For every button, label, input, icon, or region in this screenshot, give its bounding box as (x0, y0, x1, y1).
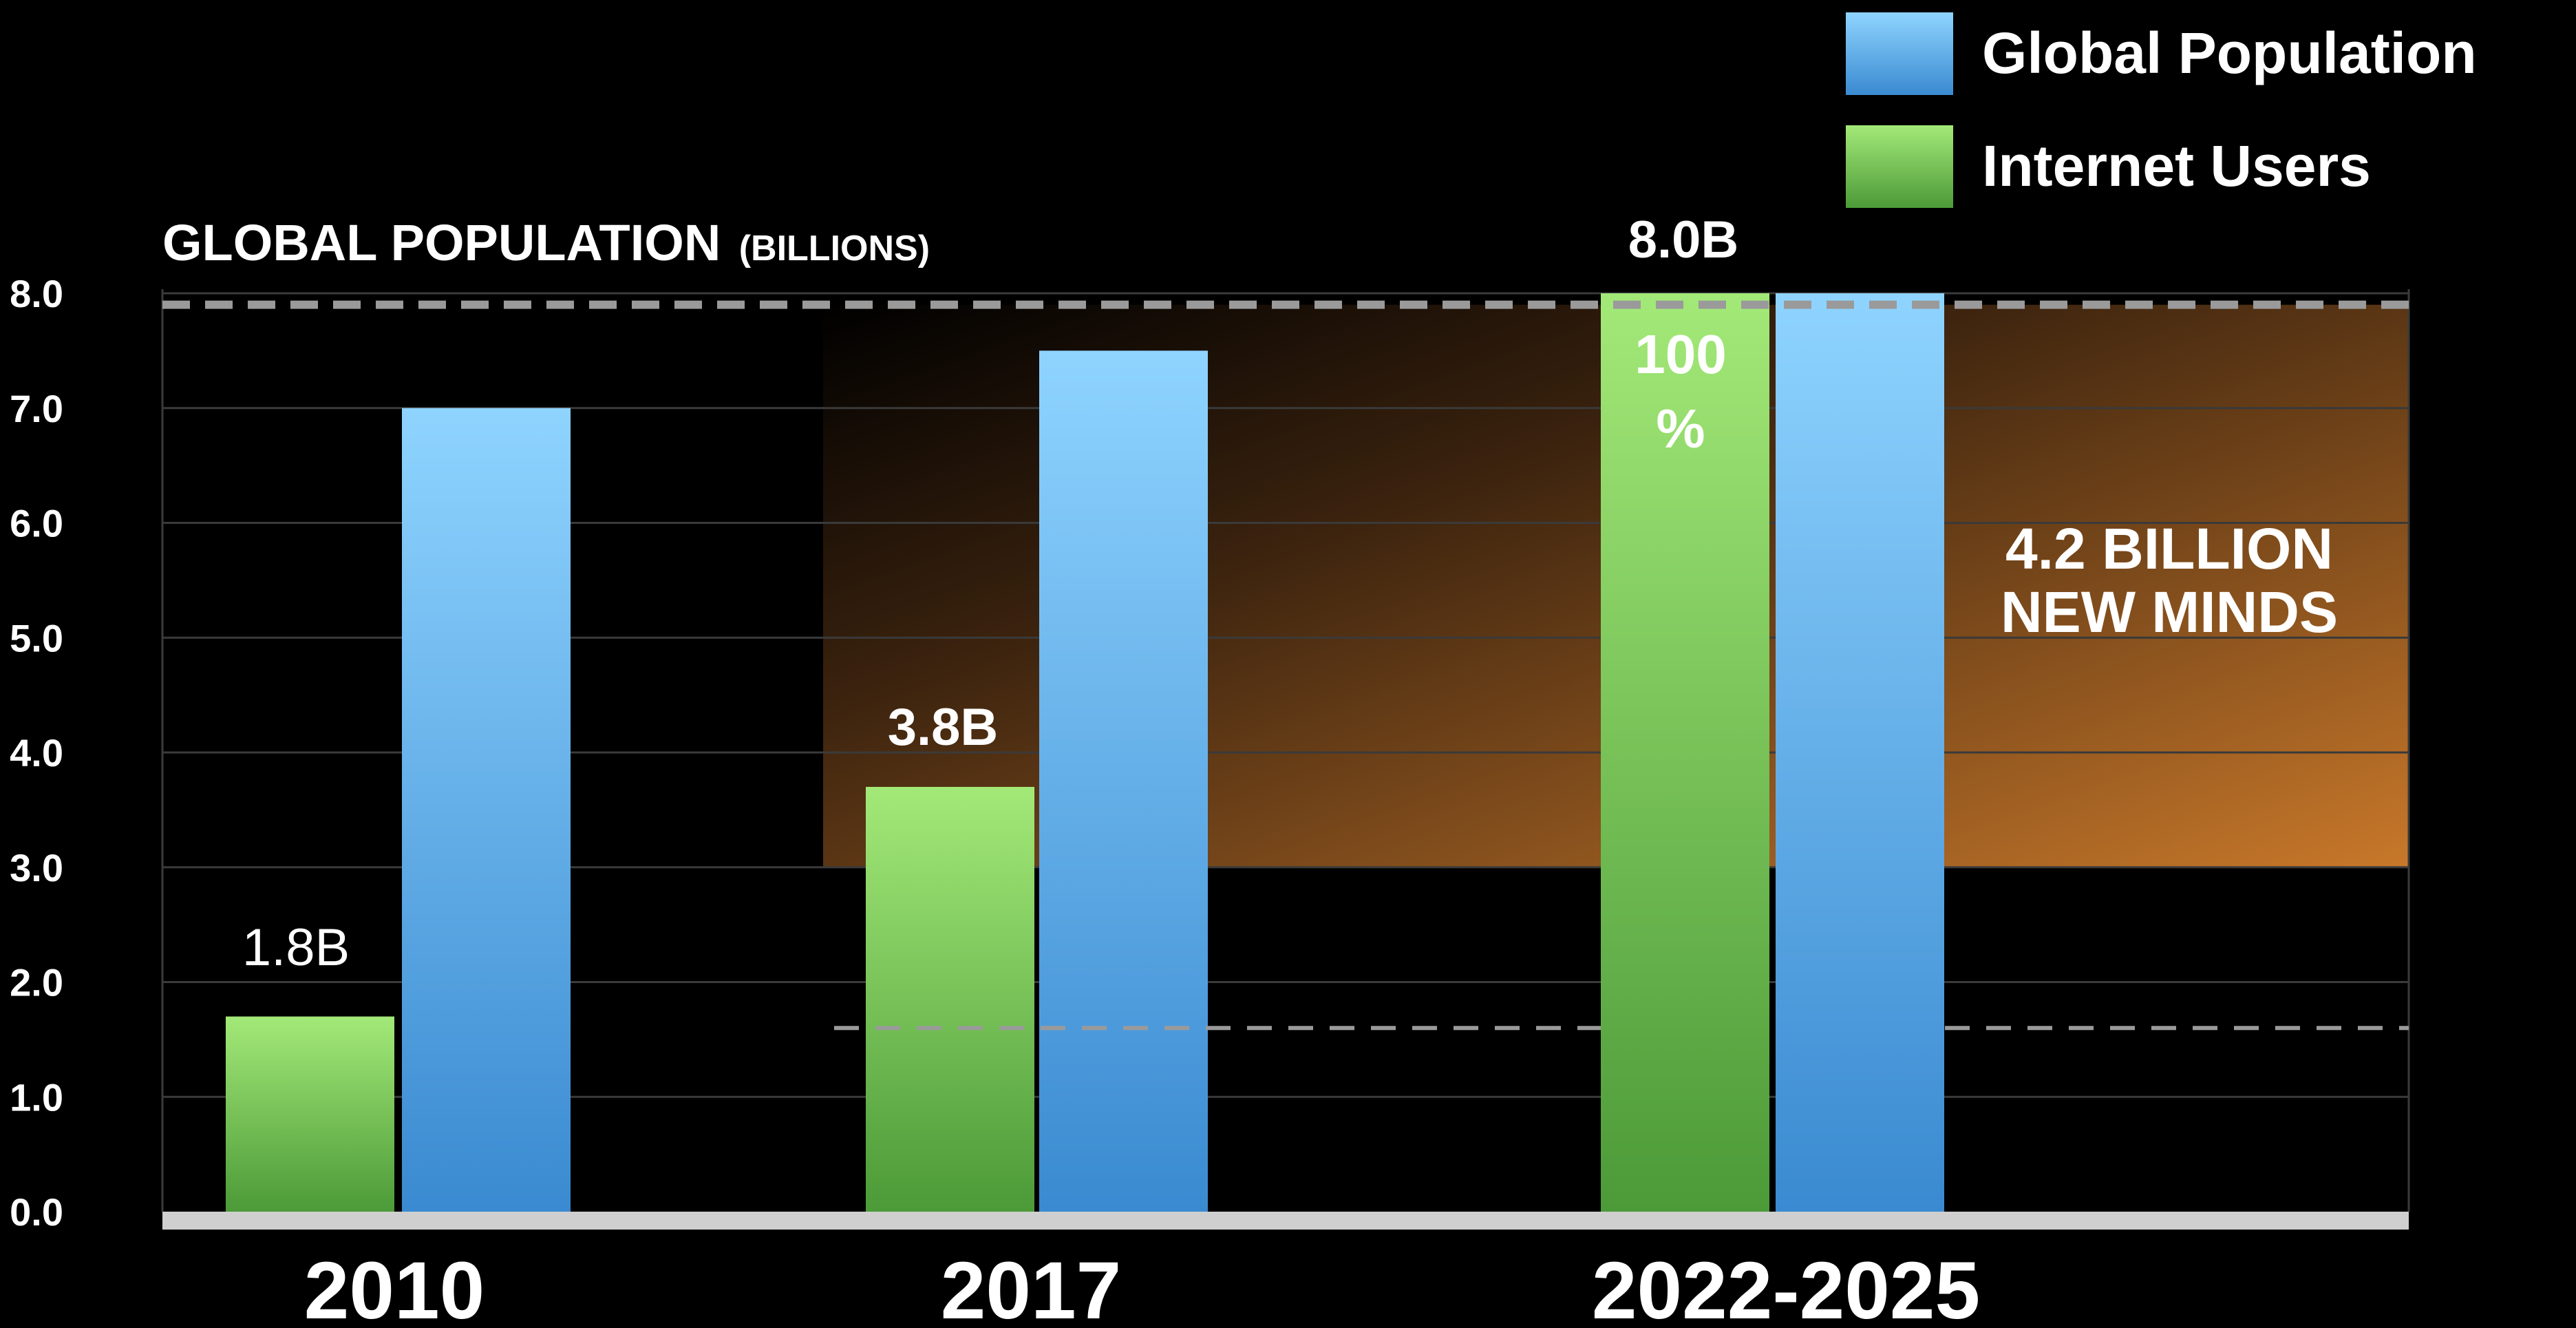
bar-internet-users-2010 (226, 1016, 394, 1212)
data-labels: 1.8B 3.8B 8.0B (242, 211, 1738, 977)
legend: Global Population Internet Users (1846, 12, 2477, 208)
legend-swatch-global-population (1846, 12, 1953, 95)
y-tick-label: 2.0 (10, 961, 63, 1004)
bar-global-population-2022-2025 (1776, 293, 1944, 1212)
x-axis-baseline (162, 1212, 2409, 1230)
legend-label-global-population: Global Population (1982, 21, 2477, 85)
y-tick-label: 1.0 (10, 1075, 63, 1119)
y-tick-label: 5.0 (10, 616, 63, 660)
chart-title-unit: (BILLIONS) (739, 229, 930, 268)
x-axis-categories: 2010 2017 2022-2025 (304, 1245, 1980, 1328)
data-label-2017: 3.8B (888, 698, 999, 757)
category-label-2017: 2017 (941, 1245, 1122, 1328)
bar-internet-users-2017 (866, 787, 1034, 1212)
percent-label-sign: % (1656, 398, 1705, 459)
chart-title-main: GLOBAL POPULATION (162, 214, 721, 271)
bar-internet-users-2022-2025 (1601, 293, 1769, 1212)
chart-title: GLOBAL POPULATION (BILLIONS) (162, 214, 930, 271)
bar-global-population-2017 (1039, 350, 1208, 1212)
data-label-2022-2025: 8.0B (1628, 211, 1739, 269)
y-tick-label: 7.0 (10, 387, 63, 430)
category-label-2010: 2010 (304, 1245, 485, 1328)
y-tick-label: 0.0 (10, 1190, 63, 1234)
legend-label-internet-users: Internet Users (1982, 134, 2371, 198)
legend-swatch-internet-users (1846, 125, 1953, 208)
reference-lines (162, 300, 2409, 1031)
y-tick-label: 4.0 (10, 731, 63, 774)
percent-label-number: 100 (1635, 324, 1726, 385)
y-tick-label: 6.0 (10, 502, 63, 545)
bar-global-population-2010 (402, 408, 571, 1212)
bars (226, 293, 1944, 1212)
data-label-2010: 1.8B (242, 918, 350, 977)
y-axis-ticks: 0.0 1.0 2.0 3.0 4.0 5.0 6.0 7.0 8.0 (10, 272, 63, 1234)
annotation-line-1: 4.2 BILLION (2005, 516, 2333, 581)
category-label-2022-2025: 2022-2025 (1592, 1245, 1980, 1328)
y-tick-label: 8.0 (10, 272, 63, 315)
y-tick-label: 3.0 (10, 846, 63, 889)
annotation-line-2: NEW MINDS (2001, 580, 2338, 644)
